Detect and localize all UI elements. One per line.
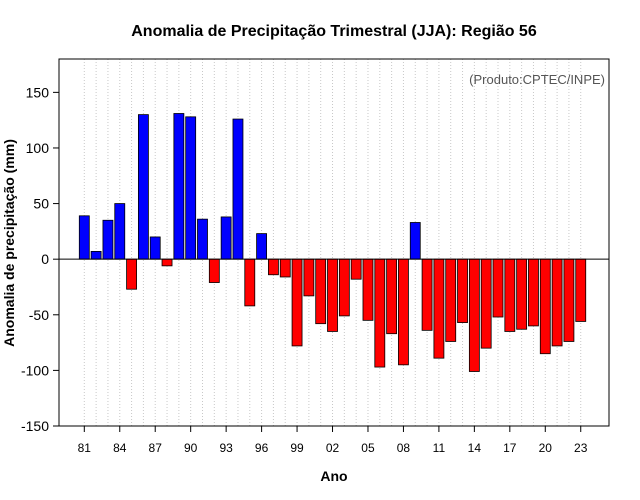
bar-2012 bbox=[445, 258, 457, 342]
chart-title: Anomalia de Precipitação Trimestral (JJA… bbox=[131, 23, 537, 40]
bar-1996 bbox=[256, 233, 268, 260]
bar-2017 bbox=[504, 258, 516, 332]
bar-2018 bbox=[516, 258, 528, 330]
y-tick-label: -100 bbox=[21, 362, 49, 378]
x-tick-label: 84 bbox=[113, 441, 127, 455]
bar-2002 bbox=[327, 258, 338, 332]
bar-1982 bbox=[90, 250, 102, 260]
bar-1995 bbox=[244, 258, 256, 307]
bar-1997 bbox=[268, 258, 279, 276]
bar-2015 bbox=[480, 258, 492, 349]
x-tick-label: 20 bbox=[539, 441, 553, 455]
bar-1988 bbox=[161, 258, 173, 267]
x-tick-label: 81 bbox=[78, 441, 92, 455]
x-tick-label: 14 bbox=[468, 441, 482, 455]
bar-2016 bbox=[492, 258, 504, 318]
bar-1989 bbox=[173, 113, 185, 260]
bar-2009 bbox=[409, 222, 421, 260]
x-axis-label: Ano bbox=[320, 468, 347, 484]
bar-2005 bbox=[362, 258, 374, 321]
bar-2001 bbox=[315, 258, 327, 325]
y-axis-label: Anomalia de precipitação (mm) bbox=[1, 139, 17, 347]
y-tick-label: 0 bbox=[41, 251, 49, 267]
bar-2019 bbox=[528, 258, 539, 327]
x-tick-label: 23 bbox=[574, 441, 588, 455]
bar-2003 bbox=[338, 258, 350, 317]
x-tick-label: 90 bbox=[184, 441, 198, 455]
bar-2006 bbox=[374, 258, 386, 368]
bar-2013 bbox=[457, 258, 468, 323]
bar-1987 bbox=[149, 236, 161, 260]
x-tick-label: 93 bbox=[219, 441, 233, 455]
bar-2023 bbox=[575, 258, 587, 322]
bar-1991 bbox=[197, 218, 208, 260]
credit-label: (Produto:CPTEC/INPE) bbox=[469, 72, 605, 87]
bar-1992 bbox=[208, 258, 220, 283]
x-tick-label: 08 bbox=[397, 441, 411, 455]
x-tick-label: 02 bbox=[326, 441, 340, 455]
bar-1999 bbox=[291, 258, 303, 347]
bar-1983 bbox=[102, 219, 114, 260]
x-tick-label: 05 bbox=[361, 441, 375, 455]
bar-1981 bbox=[78, 215, 90, 260]
bar-1985 bbox=[126, 258, 137, 290]
x-axis: 81 84 87 90 93 96 99 02 05 08 11 14 17 20 23 bbox=[78, 426, 588, 455]
x-tick-label: 11 bbox=[433, 441, 446, 455]
x-tick-label: 99 bbox=[290, 441, 304, 455]
bar-2014 bbox=[468, 258, 480, 372]
bar-2004 bbox=[350, 258, 362, 280]
y-axis: -150 -100 -50 0 50 100 150 bbox=[21, 84, 59, 434]
y-tick-label: 150 bbox=[26, 84, 50, 100]
y-tick-label: -50 bbox=[29, 307, 49, 323]
bar-1986 bbox=[137, 114, 149, 260]
bar-1993 bbox=[220, 216, 232, 260]
plot-frame bbox=[58, 58, 610, 427]
y-tick-label: 100 bbox=[26, 140, 50, 156]
bar-2000 bbox=[303, 258, 315, 297]
x-tick-label: 87 bbox=[149, 441, 163, 455]
bar-2022 bbox=[563, 258, 575, 342]
bar-2010 bbox=[421, 258, 433, 331]
bar-2011 bbox=[433, 258, 445, 359]
bar-2007 bbox=[386, 258, 398, 335]
bar-1984 bbox=[114, 203, 126, 260]
y-tick-label: -150 bbox=[21, 418, 49, 434]
bars bbox=[78, 113, 587, 372]
y-tick-label: 50 bbox=[33, 196, 49, 212]
bar-2020 bbox=[539, 258, 551, 355]
bar-1998 bbox=[279, 258, 291, 278]
x-tick-label: 96 bbox=[255, 441, 269, 455]
bar-2021 bbox=[551, 258, 563, 347]
bar-2008 bbox=[398, 258, 409, 366]
bar-1990 bbox=[185, 116, 197, 260]
x-tick-label: 17 bbox=[503, 441, 517, 455]
bar-1994 bbox=[232, 118, 244, 260]
